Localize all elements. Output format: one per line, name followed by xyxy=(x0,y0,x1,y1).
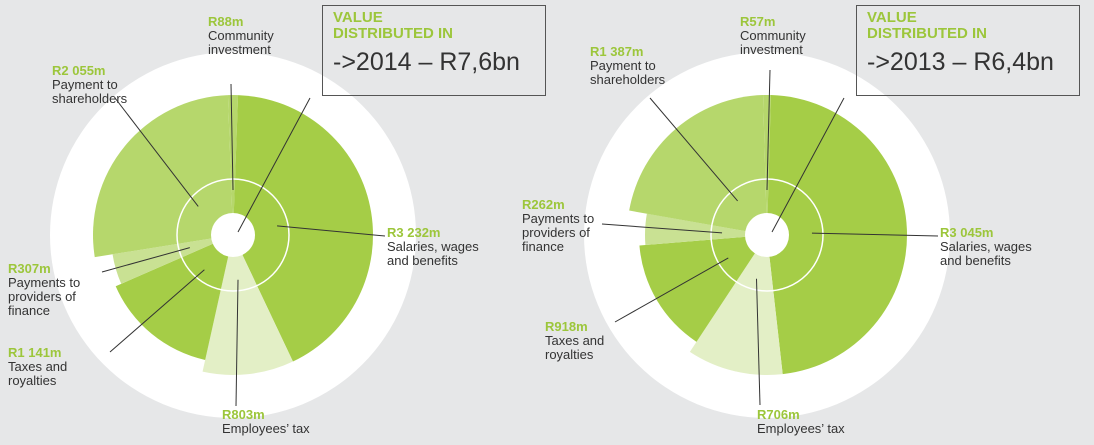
chart-subtitle: ->2013 – R6,4bn xyxy=(867,48,1054,76)
slice xyxy=(767,95,907,375)
category-label: Community investment xyxy=(208,28,274,57)
value-label: R3 232m xyxy=(387,225,441,240)
leader-line xyxy=(235,279,239,407)
title-box: VALUE DISTRIBUTED IN ->2013 – R6,4bn xyxy=(856,5,1080,96)
chart-subtitle: ->2014 – R7,6bn xyxy=(333,48,520,76)
category-label: Salaries, wages and benefits xyxy=(387,239,479,268)
category-label: Payments to providers of finance xyxy=(8,275,81,318)
value-label: R1 141m xyxy=(8,345,62,360)
slice-label: R803m Employees’ tax xyxy=(222,408,332,436)
slice-label: R1 141m Taxes and royalties xyxy=(8,346,98,388)
leader-line xyxy=(766,69,771,191)
title-box: VALUE DISTRIBUTED IN ->2014 – R7,6bn xyxy=(322,5,546,96)
leader-line xyxy=(277,225,386,237)
category-label: Community investment xyxy=(740,28,806,57)
category-label: Payment to shareholders xyxy=(52,77,128,106)
slice-label: R2 055m Payment to shareholders xyxy=(52,64,152,106)
value-label: R918m xyxy=(545,319,588,334)
leader-line xyxy=(230,83,234,191)
slice xyxy=(93,95,233,258)
slice-label: R3 232m Salaries, wages and benefits xyxy=(387,226,487,268)
category-label: Payment to shareholders xyxy=(590,58,666,87)
category-label: Payments to providers of finance xyxy=(522,211,595,254)
value-label: R57m xyxy=(740,14,776,29)
value-label: R1 387m xyxy=(590,44,644,59)
value-label: R2 055m xyxy=(52,63,106,78)
slice-label: R262m Payments to providers of finance xyxy=(522,198,602,254)
center-hole xyxy=(211,213,255,257)
title-pointer xyxy=(237,97,311,233)
leader-line xyxy=(601,223,723,234)
slice xyxy=(202,235,293,375)
value-label: R262m xyxy=(522,197,565,212)
leader-line xyxy=(811,232,939,237)
slice xyxy=(689,235,783,375)
value-label: R307m xyxy=(8,261,51,276)
slice-label: R706m Employees’ tax xyxy=(757,408,867,436)
slice-label: R57m Community investment xyxy=(740,15,835,57)
slice-label: R307m Payments to providers of finance xyxy=(8,262,98,318)
category-label: Salaries, wages and benefits xyxy=(940,239,1032,268)
leader-line xyxy=(114,97,199,207)
category-label: Employees’ tax xyxy=(757,421,845,436)
slice-label: R918m Taxes and royalties xyxy=(545,320,625,362)
value-label: R3 045m xyxy=(940,225,994,240)
slice xyxy=(639,235,767,342)
slice-label: R1 387m Payment to shareholders xyxy=(590,45,690,87)
leader-line xyxy=(755,278,761,406)
slice-label: R3 045m Salaries, wages and benefits xyxy=(940,226,1040,268)
value-label: R706m xyxy=(757,407,800,422)
category-label: Taxes and royalties xyxy=(545,333,605,362)
category-label: Employees’ tax xyxy=(222,421,310,436)
leader-line xyxy=(101,247,190,273)
leader-line xyxy=(649,97,738,202)
title-pointer xyxy=(771,97,845,233)
slice xyxy=(115,235,233,360)
center-hole xyxy=(745,213,789,257)
chart-title: VALUE DISTRIBUTED IN xyxy=(333,9,453,42)
slice xyxy=(645,213,767,246)
slice xyxy=(112,235,233,284)
slice xyxy=(629,95,767,235)
chart-title: VALUE DISTRIBUTED IN xyxy=(867,9,987,42)
slice-label: R88m Community investment xyxy=(208,15,303,57)
value-label: R88m xyxy=(208,14,244,29)
leader-line xyxy=(109,269,205,353)
category-label: Taxes and royalties xyxy=(8,359,68,388)
leader-line xyxy=(614,257,729,323)
value-label: R803m xyxy=(222,407,265,422)
